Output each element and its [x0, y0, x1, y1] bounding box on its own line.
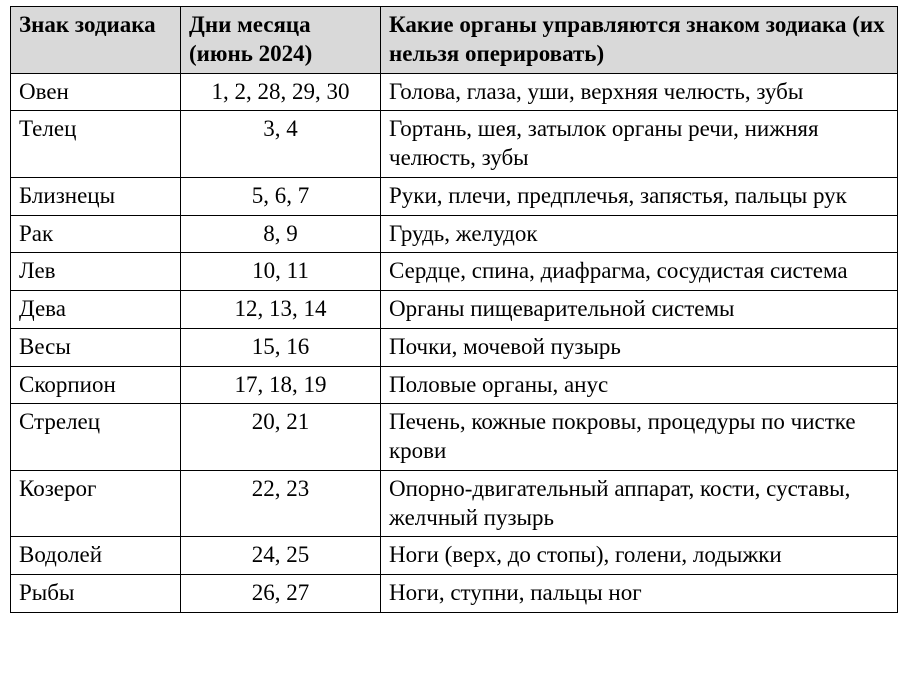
cell-organs: Почки, мочевой пузырь [381, 328, 898, 366]
cell-days: 3, 4 [181, 111, 381, 178]
cell-organs: Опорно-двигательный аппарат, кости, суст… [381, 470, 898, 537]
table-header-row: Знак зодиака Дни месяца (июнь 2024) Каки… [11, 7, 898, 74]
cell-days: 8, 9 [181, 215, 381, 253]
cell-days: 1, 2, 28, 29, 30 [181, 73, 381, 111]
cell-sign: Рыбы [11, 575, 181, 613]
cell-sign: Телец [11, 111, 181, 178]
cell-organs: Руки, плечи, предплечья, запястья, пальц… [381, 177, 898, 215]
cell-days: 22, 23 [181, 470, 381, 537]
table-row: Близнецы 5, 6, 7 Руки, плечи, предплечья… [11, 177, 898, 215]
cell-sign: Лев [11, 253, 181, 291]
cell-sign: Рак [11, 215, 181, 253]
cell-days: 24, 25 [181, 537, 381, 575]
cell-sign: Дева [11, 291, 181, 329]
table-row: Дева 12, 13, 14 Органы пищеварительной с… [11, 291, 898, 329]
cell-days: 5, 6, 7 [181, 177, 381, 215]
cell-sign: Овен [11, 73, 181, 111]
cell-days: 20, 21 [181, 404, 381, 471]
cell-organs: Ноги, ступни, пальцы ног [381, 575, 898, 613]
cell-organs: Грудь, желудок [381, 215, 898, 253]
table-row: Телец 3, 4 Гортань, шея, затылок органы … [11, 111, 898, 178]
table-row: Стрелец 20, 21 Печень, кожные покровы, п… [11, 404, 898, 471]
zodiac-table: Знак зодиака Дни месяца (июнь 2024) Каки… [10, 6, 898, 613]
table-row: Лев 10, 11 Сердце, спина, диафрагма, сос… [11, 253, 898, 291]
table-row: Весы 15, 16 Почки, мочевой пузырь [11, 328, 898, 366]
cell-organs: Голова, глаза, уши, верхняя челюсть, зуб… [381, 73, 898, 111]
cell-organs: Печень, кожные покровы, процедуры по чис… [381, 404, 898, 471]
cell-sign: Скорпион [11, 366, 181, 404]
table-row: Рак 8, 9 Грудь, желудок [11, 215, 898, 253]
cell-organs: Органы пищеварительной системы [381, 291, 898, 329]
cell-organs: Ноги (верх, до стопы), голени, лодыжки [381, 537, 898, 575]
cell-sign: Козерог [11, 470, 181, 537]
col-header-sign: Знак зодиака [11, 7, 181, 74]
table-row: Водолей 24, 25 Ноги (верх, до стопы), го… [11, 537, 898, 575]
col-header-days: Дни месяца (июнь 2024) [181, 7, 381, 74]
cell-days: 10, 11 [181, 253, 381, 291]
cell-sign: Весы [11, 328, 181, 366]
cell-days: 17, 18, 19 [181, 366, 381, 404]
cell-sign: Стрелец [11, 404, 181, 471]
cell-organs: Сердце, спина, диафрагма, сосудистая сис… [381, 253, 898, 291]
table-row: Рыбы 26, 27 Ноги, ступни, пальцы ног [11, 575, 898, 613]
cell-days: 12, 13, 14 [181, 291, 381, 329]
cell-days: 26, 27 [181, 575, 381, 613]
cell-sign: Водолей [11, 537, 181, 575]
cell-organs: Гортань, шея, затылок органы речи, нижня… [381, 111, 898, 178]
table-row: Скорпион 17, 18, 19 Половые органы, анус [11, 366, 898, 404]
page: Знак зодиака Дни месяца (июнь 2024) Каки… [0, 0, 908, 700]
col-header-organs: Какие органы управляются знаком зодиака … [381, 7, 898, 74]
table-row: Овен 1, 2, 28, 29, 30 Голова, глаза, уши… [11, 73, 898, 111]
cell-days: 15, 16 [181, 328, 381, 366]
cell-organs: Половые органы, анус [381, 366, 898, 404]
cell-sign: Близнецы [11, 177, 181, 215]
table-row: Козерог 22, 23 Опорно-двигательный аппар… [11, 470, 898, 537]
